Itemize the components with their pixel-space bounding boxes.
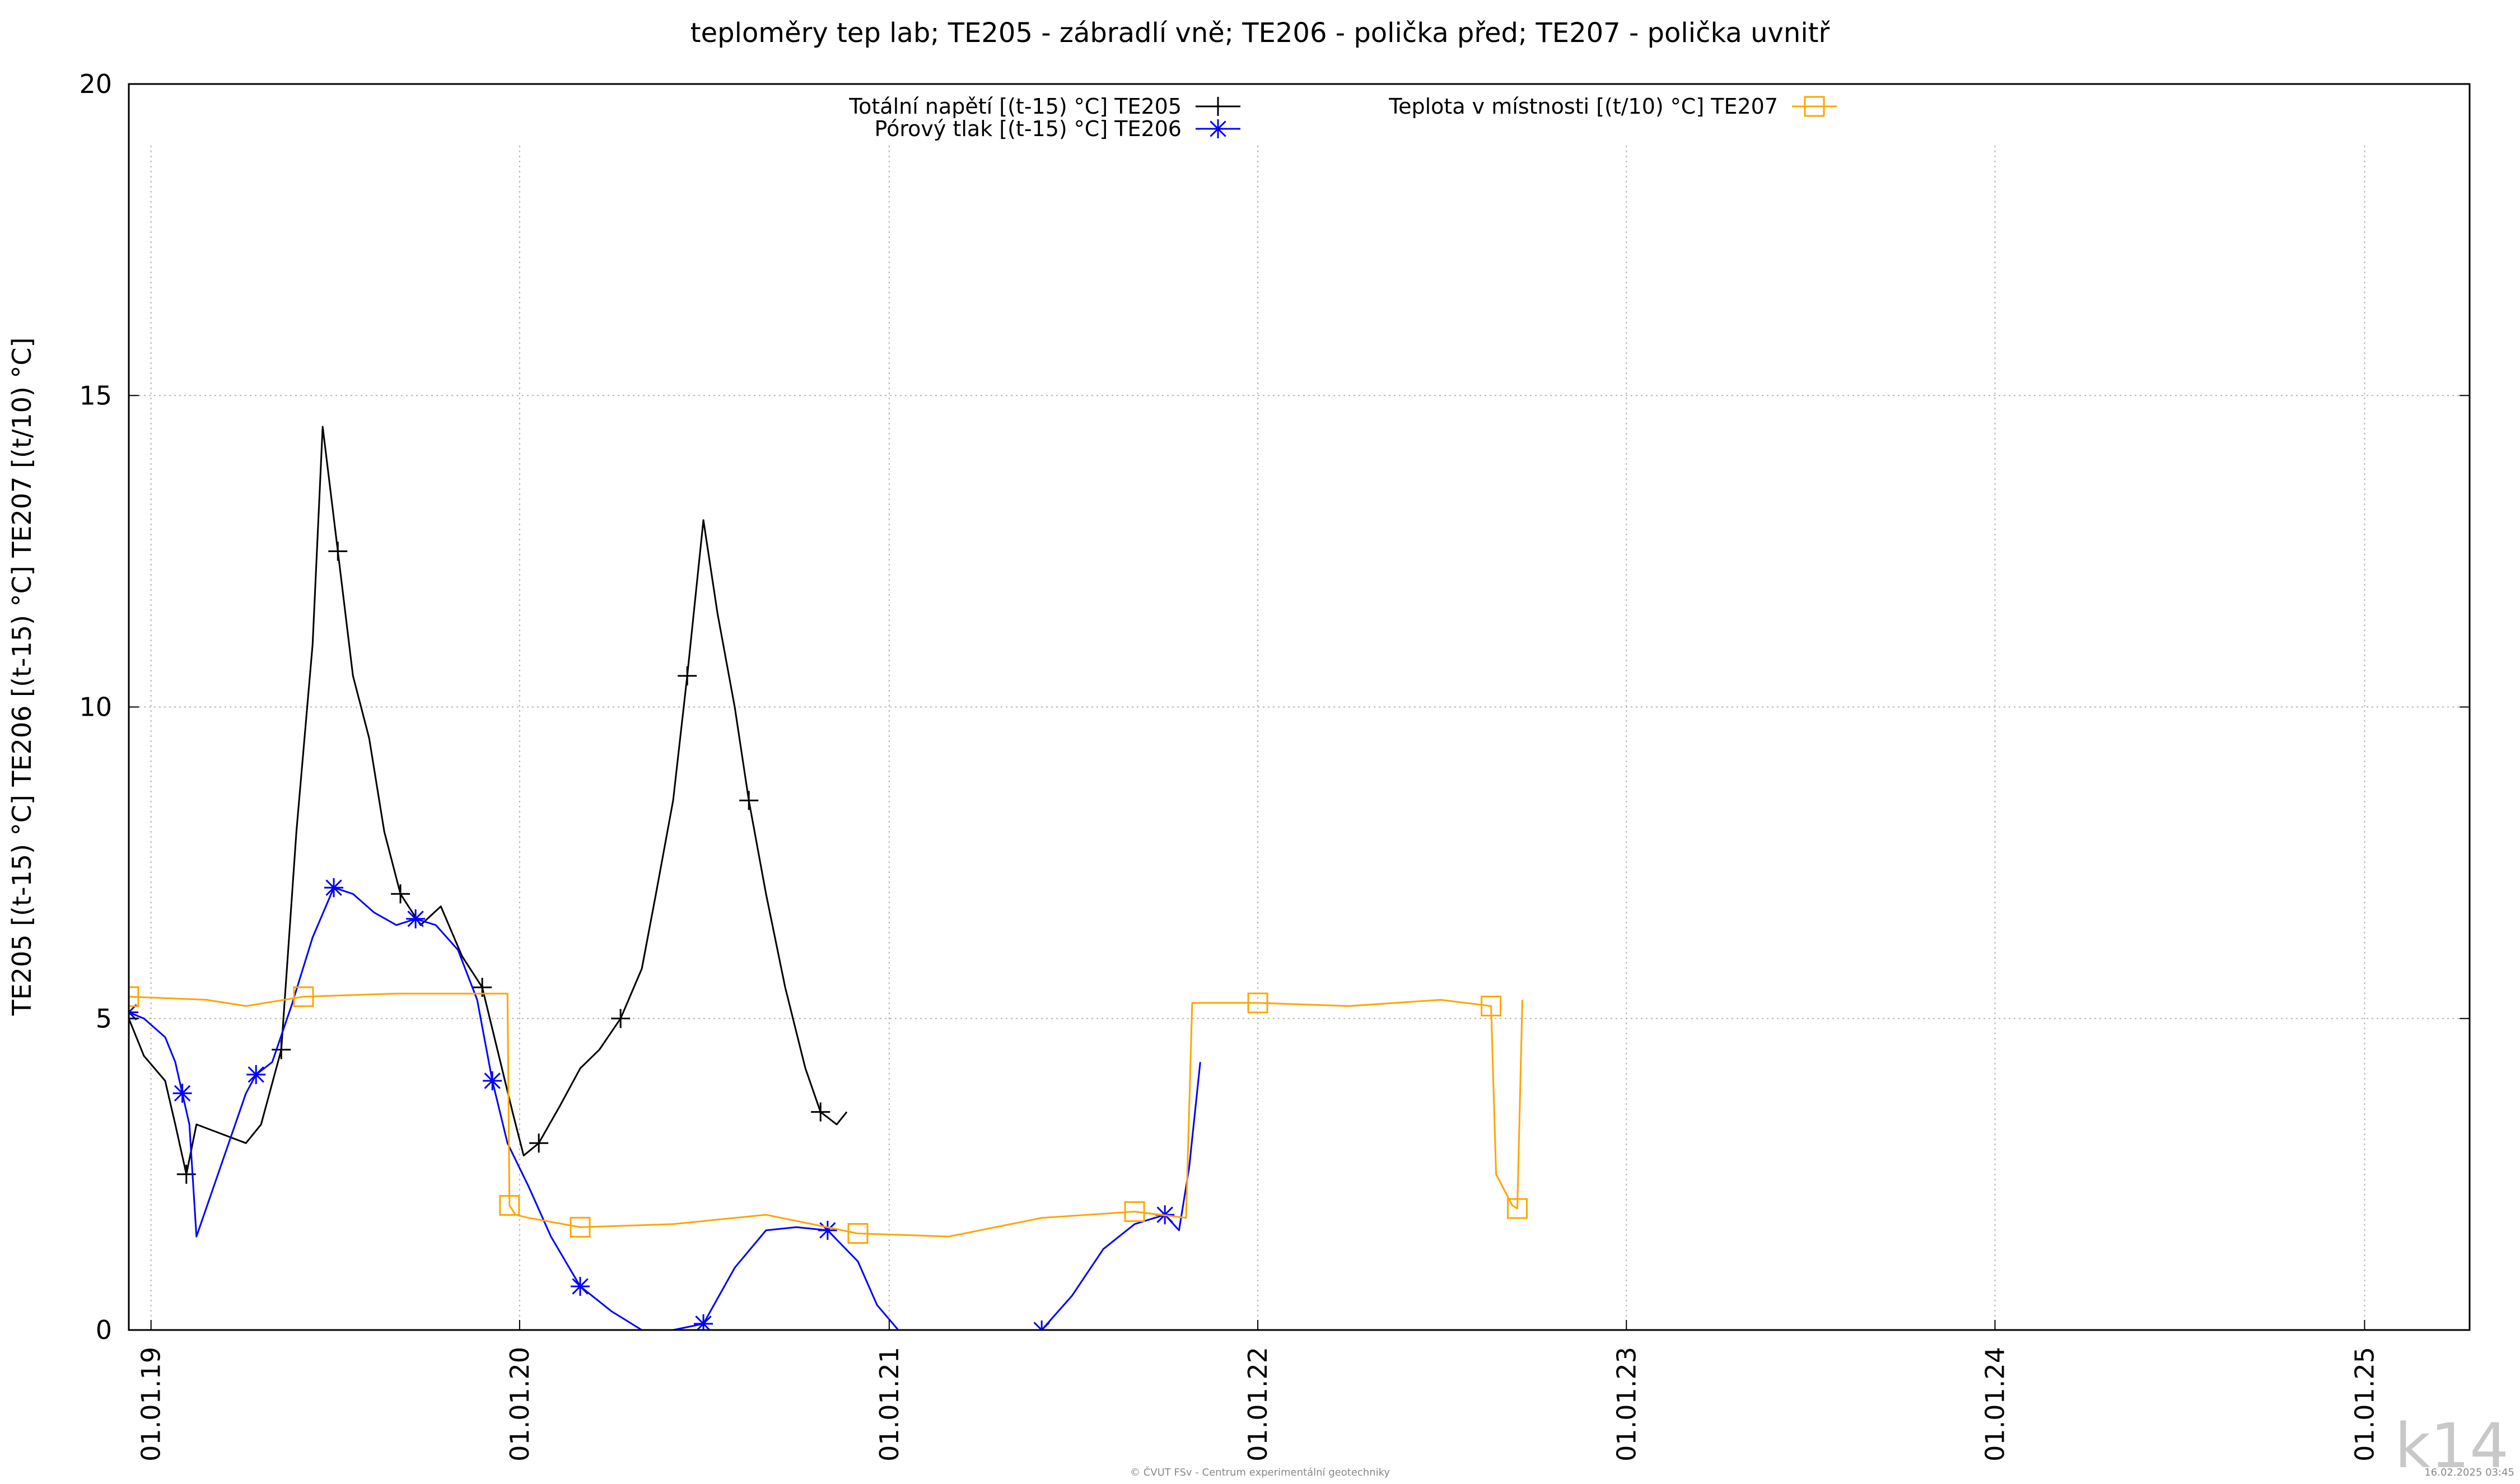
x-tick-label: 01.01.19 (136, 1347, 166, 1462)
data-point-3 (847, 1223, 869, 1244)
tick-labels: 0 5 10 15 20 01.01.19 01.01.20 01.01.21 01.01.22… (79, 69, 2379, 1462)
data-point-2 (483, 1071, 502, 1090)
data-point-2 (571, 1277, 590, 1296)
legend-marker-1 (1208, 97, 1228, 116)
data-point-3 (1481, 996, 1502, 1016)
series-layer (129, 426, 1528, 1330)
data-point-1 (391, 884, 410, 904)
y-tick-label: 20 (79, 69, 112, 99)
data-point-2 (694, 1314, 713, 1330)
legend-label-3: Teplota v místnosti [(t/10) °C] TE207 (1388, 94, 1778, 119)
data-point-2 (818, 1221, 837, 1240)
x-tick-label: 01.01.20 (505, 1347, 535, 1462)
legend-marker-3 (1804, 96, 1825, 117)
data-point-1 (328, 542, 348, 561)
series-line-3 (129, 992, 1523, 1238)
data-point-2 (246, 1065, 266, 1084)
data-point-1 (678, 666, 697, 685)
plot-frame (128, 83, 2471, 1331)
data-point-3 (499, 1195, 520, 1216)
data-point-2 (324, 878, 344, 898)
footer-timestamp: 16.02.2025 03:45 (2424, 1467, 2514, 1478)
y-tick-label: 15 (79, 380, 112, 410)
series-line-1 (129, 426, 848, 1175)
x-tick-label: 01.01.22 (1243, 1347, 1273, 1462)
legend-marker-2 (1208, 119, 1228, 138)
data-point-1 (739, 791, 759, 810)
data-point-2 (406, 909, 426, 928)
data-point-3 (293, 986, 314, 1007)
data-point-3 (129, 986, 139, 1007)
y-axis-label: TE205 [(t-15) °C] TE206 [(t-15) °C] TE20… (7, 338, 37, 1016)
series-line-2 (129, 886, 1201, 1330)
grid-lines (129, 146, 2470, 1330)
x-tick-label: 01.01.23 (1611, 1347, 1641, 1462)
x-tick-label: 01.01.24 (1980, 1347, 2010, 1462)
x-tick-label: 01.01.21 (874, 1347, 904, 1462)
series-1 (129, 426, 848, 1184)
y-tick-label: 0 (96, 1315, 112, 1345)
data-point-1 (272, 1040, 291, 1060)
legend-label-2: Pórový tlak [(t-15) °C] TE206 (875, 116, 1182, 141)
data-point-1 (529, 1133, 549, 1153)
data-point-1 (611, 1009, 631, 1028)
y-tick-label: 5 (96, 1004, 112, 1034)
watermark-logo: k14 (2395, 1410, 2509, 1482)
series-2 (129, 878, 1201, 1330)
data-point-3 (1247, 992, 1268, 1014)
data-point-3 (570, 1216, 591, 1238)
x-tick-label: 01.01.25 (2349, 1347, 2379, 1462)
data-point-2 (172, 1084, 192, 1103)
legend-label-1: Totální napětí [(t-15) °C] TE205 (848, 94, 1182, 119)
series-3 (129, 986, 1528, 1244)
data-point-3 (1124, 1201, 1145, 1222)
data-point-3 (1507, 1198, 1528, 1219)
axes (128, 83, 2471, 1331)
plot-area (129, 426, 1528, 1330)
footer-credit: © ČVUT FSv - Centrum experimentální geot… (1130, 1466, 1390, 1478)
chart-title: teploměry tep lab; TE205 - zábradlí vně;… (690, 17, 1831, 49)
y-tick-label: 10 (79, 692, 112, 722)
data-point-1 (811, 1102, 830, 1122)
